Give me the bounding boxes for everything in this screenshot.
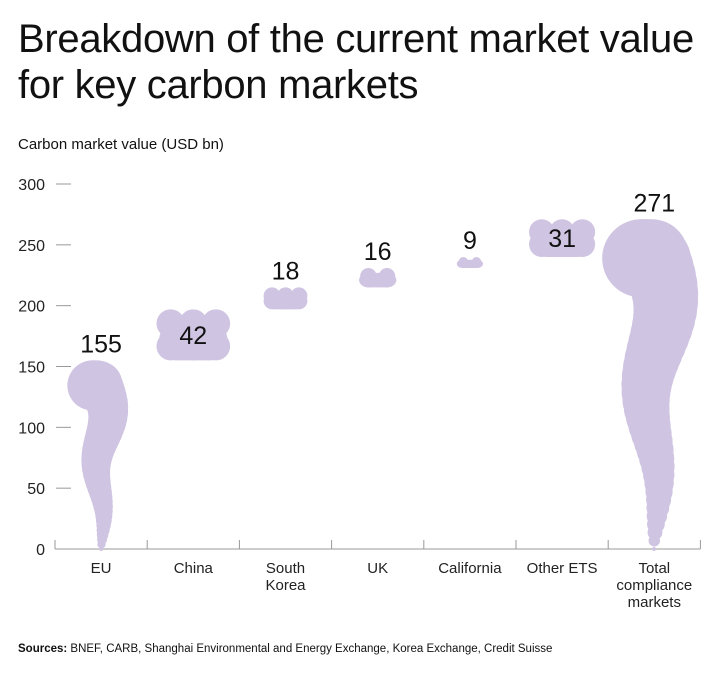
value-label: 155 <box>80 330 122 358</box>
bar-eu: 155 <box>67 330 129 551</box>
y-tick: 50 <box>27 481 71 498</box>
y-tick: 150 <box>18 360 71 377</box>
y-tick-label: 200 <box>18 299 45 316</box>
y-tick: 0 <box>36 542 45 559</box>
y-tick-label: 50 <box>27 481 45 498</box>
cloud-puff <box>201 309 231 338</box>
cloud-puff <box>156 332 185 361</box>
y-axis-label: Carbon market value (USD bn) <box>18 136 224 153</box>
bar-uk: 16 <box>359 238 397 288</box>
bar-china: 42 <box>156 309 231 361</box>
y-tick: 200 <box>18 299 71 316</box>
value-label: 271 <box>633 189 675 217</box>
plume-puff <box>652 547 657 551</box>
sources-note: Sources: BNEF, CARB, Shanghai Environmen… <box>18 643 552 655</box>
x-tick-label: South <box>266 560 305 577</box>
x-tick-label: UK <box>367 560 388 577</box>
cloud-puff <box>458 258 468 268</box>
chart-plot: 0 50 100 150 200 250 300 155 EU 42 China 18 SouthKor… <box>18 177 701 611</box>
cloud-puff <box>360 271 377 288</box>
cloud-puff <box>263 292 281 310</box>
value-label: 42 <box>179 322 207 350</box>
cloud-puff <box>569 231 596 257</box>
bar-other-ets: 31 <box>529 219 596 257</box>
x-tick-label: California <box>438 560 502 577</box>
bar-south-korea: 18 <box>263 257 308 310</box>
value-label: 16 <box>364 238 392 266</box>
cloud-puff <box>156 309 185 338</box>
cloud-puff <box>378 271 396 288</box>
value-label: 18 <box>272 257 300 285</box>
cloud-puff <box>179 332 208 361</box>
y-tick-label: 100 <box>18 420 45 437</box>
x-tick-label: EU <box>91 560 112 577</box>
y-tick: 250 <box>18 238 71 255</box>
y-tick: 100 <box>18 420 71 437</box>
cloud-puff <box>201 332 231 361</box>
bar-california: 9 <box>456 227 484 268</box>
bar-total-compliance-markets: 271 <box>602 189 699 551</box>
sources-text: BNEF, CARB, Shanghai Environmental and E… <box>67 643 553 655</box>
x-tick-label: Other ETS <box>527 560 598 577</box>
y-tick-label: 250 <box>18 238 45 255</box>
plume-puff <box>67 360 118 411</box>
value-label: 31 <box>548 225 576 253</box>
y-tick-label: 0 <box>36 542 45 559</box>
cloud-puff <box>549 231 575 257</box>
plume-puff <box>602 219 681 298</box>
y-tick-label: 300 <box>18 177 45 194</box>
y-tick: 300 <box>18 177 71 194</box>
value-label: 9 <box>463 227 477 255</box>
x-tick-label: Korea <box>265 577 306 594</box>
y-tick-label: 150 <box>18 360 45 377</box>
x-tick-label: compliance <box>616 577 692 594</box>
cloud-puff <box>290 292 308 310</box>
sources-label: Sources: <box>18 643 68 655</box>
cloud-puff <box>277 292 294 310</box>
cloud-puff <box>471 258 482 268</box>
cloud-puff <box>179 309 208 338</box>
chart-title: Breakdown of the current market value fo… <box>18 17 694 107</box>
x-tick-label: markets <box>628 594 681 611</box>
x-tick-label: China <box>174 560 214 577</box>
cloud-puff <box>529 231 555 257</box>
x-tick-label: Total <box>638 560 670 577</box>
